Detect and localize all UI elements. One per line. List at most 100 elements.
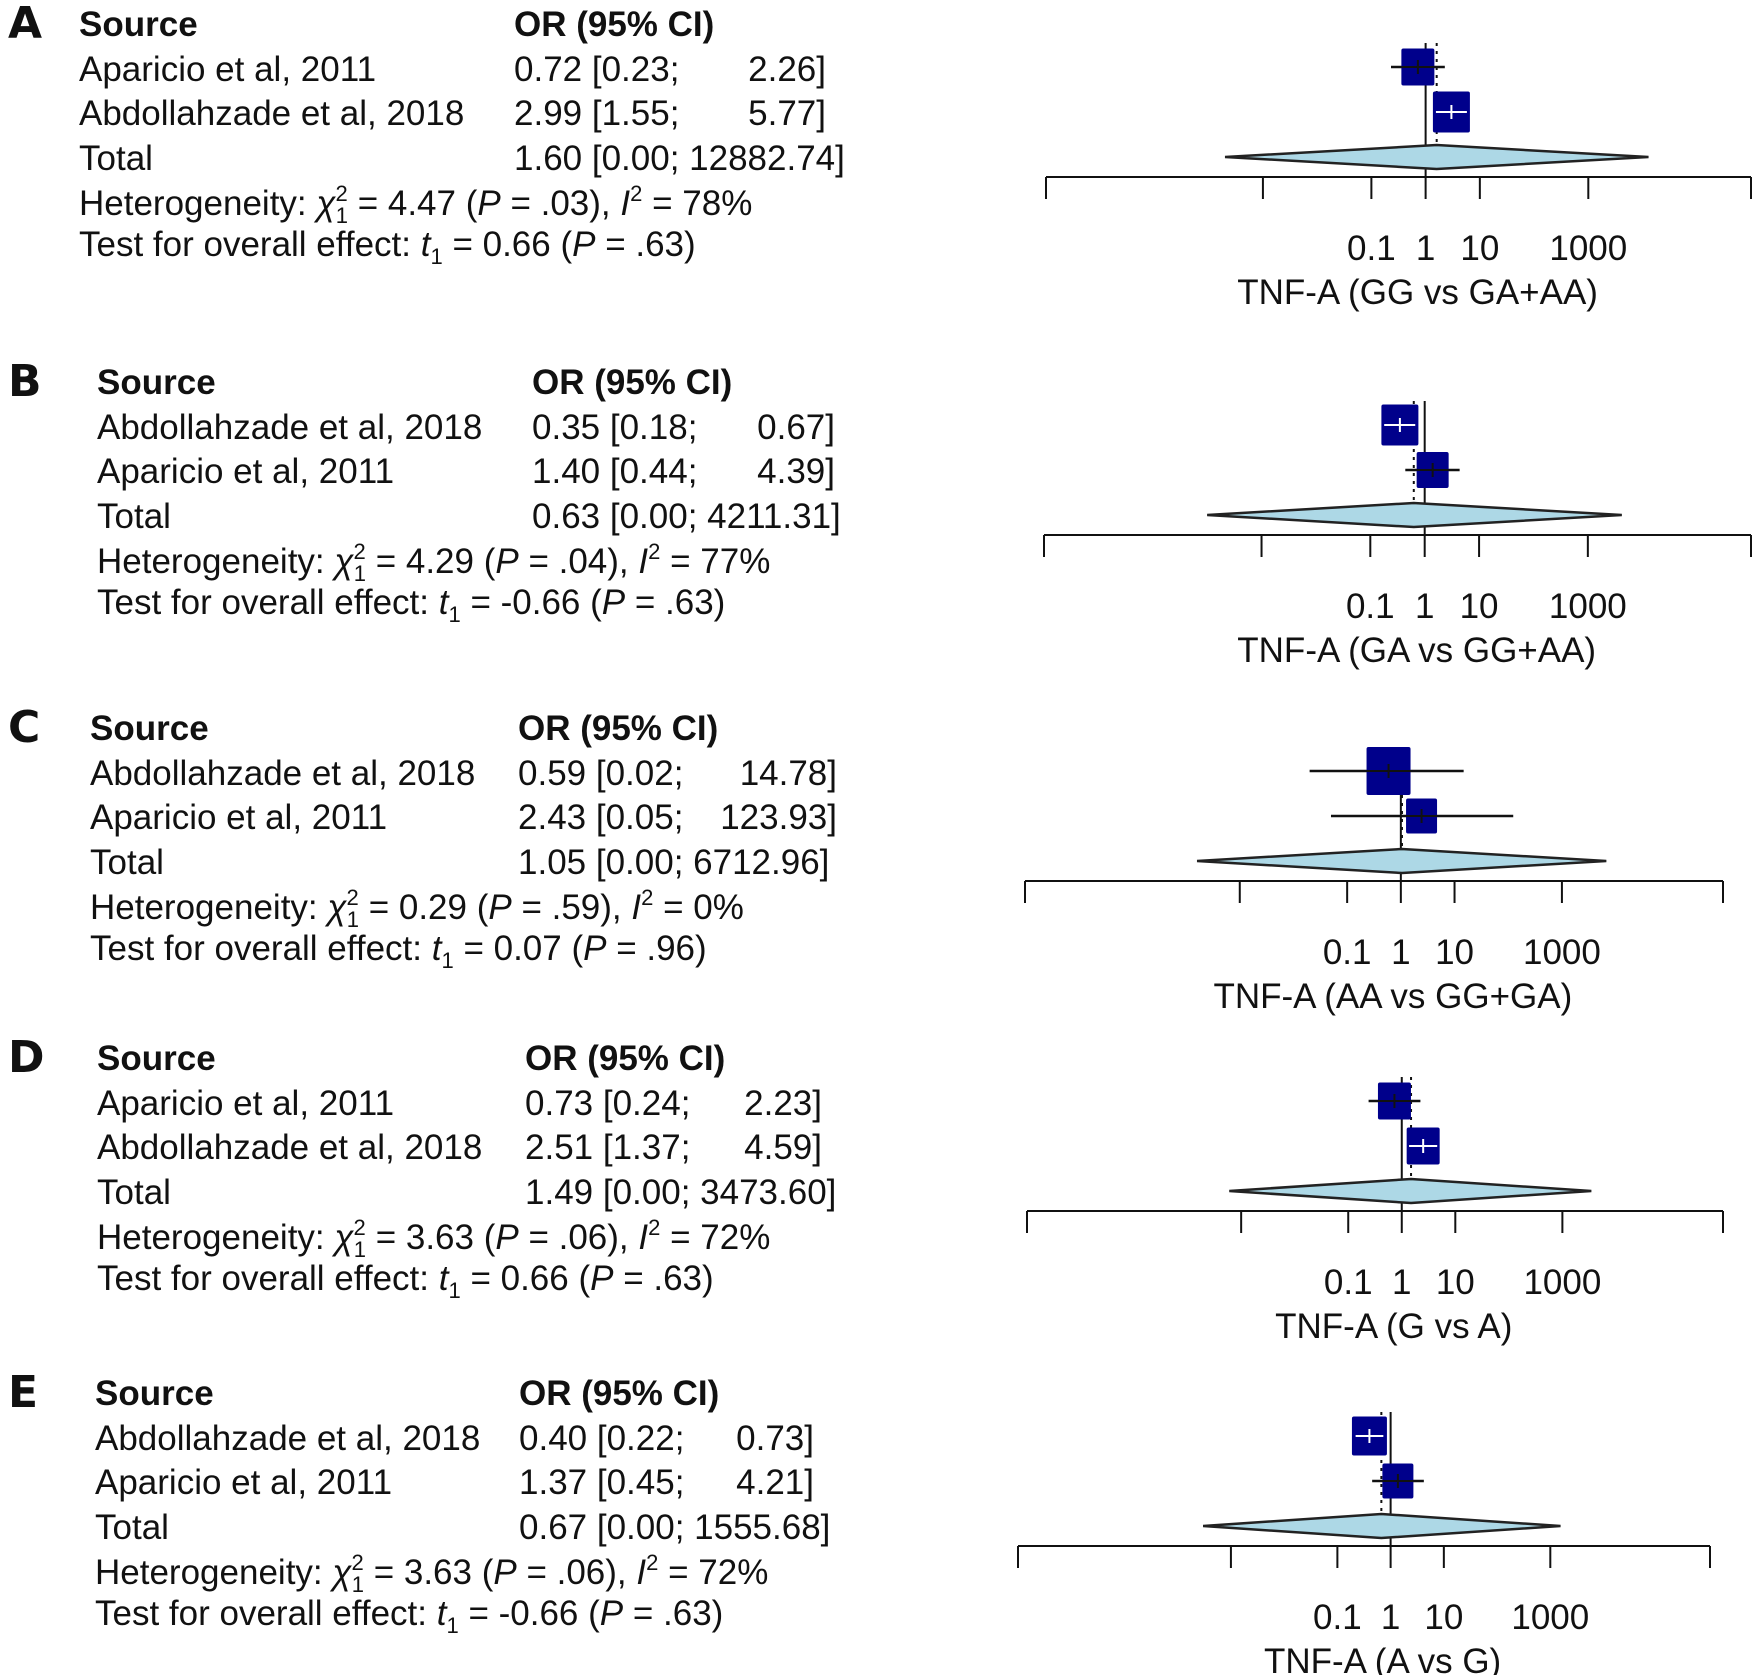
total-label: Total: [97, 497, 171, 536]
study-name: Abdollahzade et al, 2018: [79, 94, 464, 133]
total-diamond: [1224, 143, 1649, 171]
panel-e: E Source OR (95% CI) Abdollahzade et al, 20…: [8, 1367, 1711, 1675]
or-ci-header: OR (95% CI): [532, 363, 732, 402]
study-upper: 0.67]: [757, 408, 835, 447]
x-tick-label: 0.1: [1324, 1263, 1373, 1302]
x-tick-label: 1: [1415, 587, 1434, 626]
study-upper: 4.21]: [736, 1463, 814, 1502]
overall-effect-stats: Test for overall effect: t1 = -0.66 (P =…: [95, 1594, 723, 1638]
study-name: Abdollahzade et al, 2018: [97, 1128, 482, 1167]
panel-b: B Source OR (95% CI) Abdollahzade et al, 20…: [8, 356, 1752, 670]
x-tick-label: 1000: [1523, 1263, 1601, 1302]
study-upper: 5.77]: [748, 94, 826, 133]
total-diamond: [1196, 847, 1607, 875]
heterogeneity-stats: Heterogeneity: χ2 1 = 4.29 (P = .04), I2 …: [97, 539, 770, 586]
source-header: Source: [97, 1039, 216, 1078]
x-tick-label: 0.1: [1347, 229, 1396, 268]
study-upper: 2.26]: [748, 50, 826, 89]
total-diamond: [1229, 1177, 1592, 1205]
panel-a: A Source OR (95% CI) Aparicio et al, 2011 0.…: [8, 0, 1752, 312]
x-tick-label: 10: [1436, 1263, 1475, 1302]
total-label: Total: [90, 843, 164, 882]
or-ci-header: OR (95% CI): [519, 1374, 719, 1413]
study-or-lower: 0.73 [0.24;: [525, 1084, 690, 1123]
study-name: Aparicio et al, 2011: [95, 1463, 392, 1502]
or-ci-header: OR (95% CI): [514, 5, 714, 44]
x-tick-label: 1: [1392, 1263, 1411, 1302]
panel-letter: B: [8, 356, 42, 407]
study-name: Aparicio et al, 2011: [79, 50, 376, 89]
study-upper: 123.93]: [720, 798, 837, 837]
study-name: Aparicio et al, 2011: [97, 1084, 394, 1123]
study-upper: 0.73]: [736, 1419, 814, 1458]
overall-effect-stats: Test for overall effect: t1 = 0.07 (P = …: [90, 929, 707, 973]
x-tick-label: 10: [1435, 933, 1474, 972]
total-label: Total: [97, 1173, 171, 1212]
study-or-lower: 0.35 [0.18;: [532, 408, 697, 447]
overall-effect-stats: Test for overall effect: t1 = -0.66 (P =…: [97, 583, 725, 627]
x-tick-label: 1000: [1549, 229, 1627, 268]
total-or-ci: 0.63 [0.00; 4211.31]: [532, 497, 841, 536]
study-or-lower: 0.72 [0.23;: [514, 50, 679, 89]
x-tick-label: 0.1: [1346, 587, 1395, 626]
study-name: Aparicio et al, 2011: [97, 452, 394, 491]
total-or-ci: 1.49 [0.00; 3473.60]: [525, 1173, 836, 1212]
heterogeneity-stats: Heterogeneity: χ2 1 = 4.47 (P = .03), I2 …: [79, 181, 752, 228]
heterogeneity-stats: Heterogeneity: χ2 1 = 3.63 (P = .06), I2 …: [95, 1550, 768, 1597]
x-tick-label: 1: [1391, 933, 1410, 972]
x-tick-label: 1: [1416, 229, 1435, 268]
total-diamond: [1203, 1512, 1561, 1540]
x-tick-label: 1000: [1523, 933, 1601, 972]
x-tick-label: 1000: [1511, 1598, 1589, 1637]
panel-letter: C: [8, 702, 40, 753]
x-tick-label: 10: [1460, 229, 1499, 268]
heterogeneity-stats: Heterogeneity: χ2 1 = 0.29 (P = .59), I2 …: [90, 885, 744, 932]
study-upper: 14.78]: [740, 754, 837, 793]
x-axis-label: TNF-A (AA vs GG+GA): [1213, 977, 1572, 1016]
heterogeneity-stats: Heterogeneity: χ2 1 = 3.63 (P = .06), I2 …: [97, 1215, 770, 1262]
x-tick-label: 0.1: [1323, 933, 1372, 972]
study-or-lower: 1.37 [0.45;: [519, 1463, 684, 1502]
source-header: Source: [95, 1374, 214, 1413]
study-upper: 2.23]: [744, 1084, 822, 1123]
total-or-ci: 1.60 [0.00; 12882.74]: [514, 139, 845, 178]
study-or-lower: 1.40 [0.44;: [532, 452, 697, 491]
panel-letter: E: [8, 1367, 38, 1418]
total-or-ci: 1.05 [0.00; 6712.96]: [518, 843, 829, 882]
study-upper: 4.59]: [744, 1128, 822, 1167]
study-or-lower: 0.40 [0.22;: [519, 1419, 684, 1458]
x-axis-label: TNF-A (GG vs GA+AA): [1237, 273, 1598, 312]
study-or-lower: 2.43 [0.05;: [518, 798, 683, 837]
or-ci-header: OR (95% CI): [518, 709, 718, 748]
study-or-lower: 0.59 [0.02;: [518, 754, 683, 793]
source-header: Source: [79, 5, 198, 44]
study-or-lower: 2.51 [1.37;: [525, 1128, 690, 1167]
panel-c: C Source OR (95% CI) Abdollahzade et al, 20…: [8, 702, 1724, 1016]
x-tick-label: 0.1: [1313, 1598, 1362, 1637]
overall-effect-stats: Test for overall effect: t1 = 0.66 (P = …: [97, 1259, 714, 1303]
source-header: Source: [90, 709, 209, 748]
x-axis-label: TNF-A (GA vs GG+AA): [1237, 631, 1596, 670]
x-axis-label: TNF-A (A vs G): [1264, 1642, 1501, 1675]
overall-effect-stats: Test for overall effect: t1 = 0.66 (P = …: [79, 225, 696, 269]
x-axis-label: TNF-A (G vs A): [1275, 1307, 1512, 1346]
study-name: Abdollahzade et al, 2018: [90, 754, 475, 793]
panel-d: D Source OR (95% CI) Aparicio et al, 2011 0.…: [8, 1032, 1724, 1346]
total-diamond: [1207, 501, 1622, 529]
panel-letter: D: [8, 1032, 45, 1083]
study-or-lower: 2.99 [1.55;: [514, 94, 679, 133]
x-tick-label: 10: [1460, 587, 1499, 626]
or-ci-header: OR (95% CI): [525, 1039, 725, 1078]
total-label: Total: [79, 139, 153, 178]
x-tick-label: 1: [1381, 1598, 1400, 1637]
study-name: Abdollahzade et al, 2018: [95, 1419, 480, 1458]
total-or-ci: 0.67 [0.00; 1555.68]: [519, 1508, 830, 1547]
study-name: Aparicio et al, 2011: [90, 798, 387, 837]
source-header: Source: [97, 363, 216, 402]
total-label: Total: [95, 1508, 169, 1547]
x-tick-label: 1000: [1549, 587, 1627, 626]
panel-letter: A: [8, 0, 42, 49]
study-name: Abdollahzade et al, 2018: [97, 408, 482, 447]
study-upper: 4.39]: [757, 452, 835, 491]
